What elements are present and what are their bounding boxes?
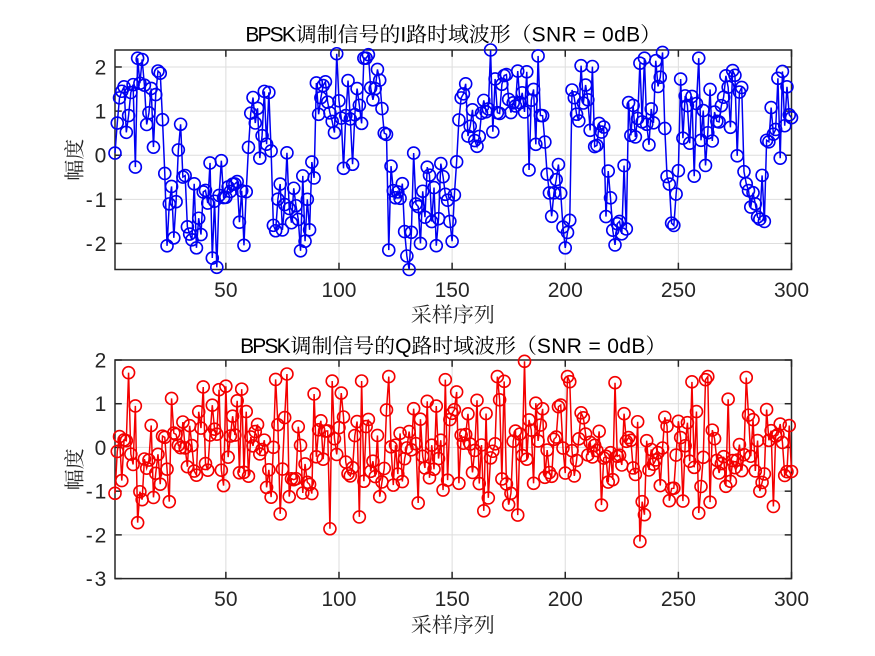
svg-text:250: 250 <box>661 588 696 611</box>
svg-text:100: 100 <box>321 279 356 302</box>
svg-text:250: 250 <box>661 279 696 302</box>
svg-text:150: 150 <box>435 588 470 611</box>
svg-text:I: I <box>400 24 406 47</box>
svg-text:200: 200 <box>548 279 583 302</box>
svg-text:BPSK: BPSK <box>240 335 290 358</box>
svg-text:-2: -2 <box>86 524 107 547</box>
svg-text:100: 100 <box>321 588 356 611</box>
svg-text:SNR = 0dB: SNR = 0dB <box>537 335 646 358</box>
svg-text:0: 0 <box>95 145 107 168</box>
svg-text:SNR = 0dB: SNR = 0dB <box>532 24 641 47</box>
svg-text:300: 300 <box>774 279 809 302</box>
svg-text:200: 200 <box>548 588 583 611</box>
svg-text:BPSK: BPSK <box>245 24 295 47</box>
svg-text:2: 2 <box>95 56 107 79</box>
svg-text:-2: -2 <box>86 233 107 256</box>
svg-text:-3: -3 <box>86 568 107 591</box>
svg-text:Q: Q <box>395 335 411 358</box>
svg-text:50: 50 <box>214 588 237 611</box>
svg-text:-1: -1 <box>86 189 107 212</box>
svg-text:2: 2 <box>95 350 107 373</box>
svg-text:-1: -1 <box>86 481 107 504</box>
svg-text:0: 0 <box>95 437 107 460</box>
svg-text:50: 50 <box>214 279 237 302</box>
svg-text:1: 1 <box>95 101 107 124</box>
svg-text:1: 1 <box>95 393 107 416</box>
svg-text:300: 300 <box>774 588 809 611</box>
svg-text:150: 150 <box>435 279 470 302</box>
